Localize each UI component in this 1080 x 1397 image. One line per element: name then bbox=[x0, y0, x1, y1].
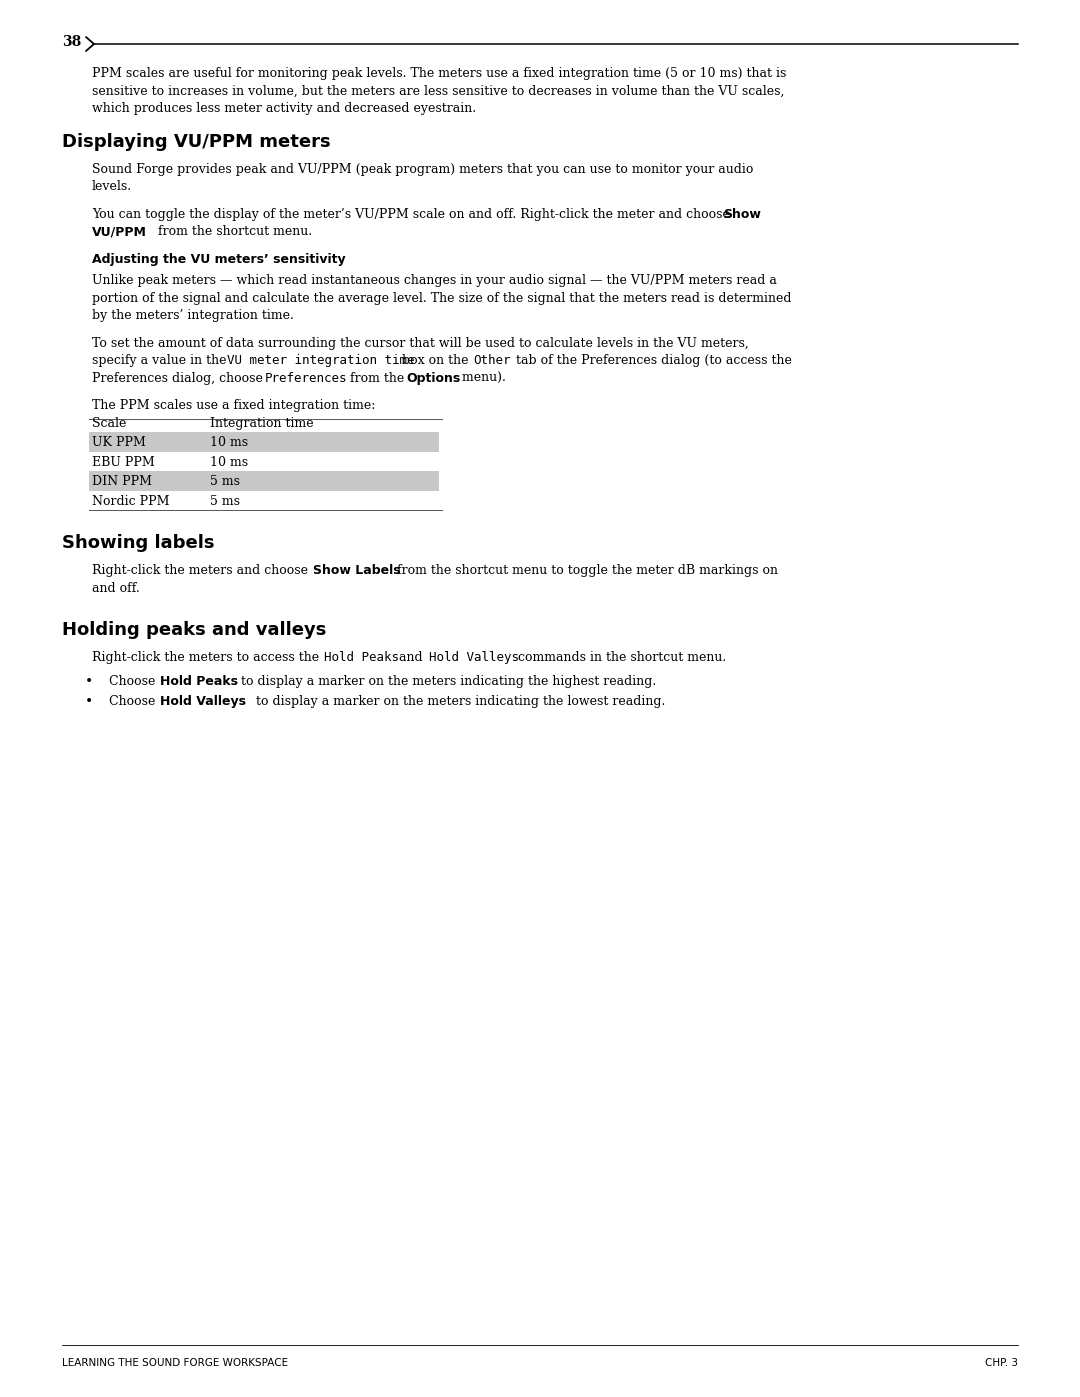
Text: PPM scales are useful for monitoring peak levels. The meters use a fixed integra: PPM scales are useful for monitoring pea… bbox=[92, 67, 786, 80]
Text: Unlike peak meters — which read instantaneous changes in your audio signal — the: Unlike peak meters — which read instanta… bbox=[92, 274, 777, 286]
Text: Right-click the meters and choose: Right-click the meters and choose bbox=[92, 564, 312, 577]
Text: Hold Valleys: Hold Valleys bbox=[429, 651, 519, 664]
Bar bbox=[89, 471, 438, 490]
Text: Show: Show bbox=[723, 208, 761, 221]
Text: VU/PPM: VU/PPM bbox=[92, 225, 147, 237]
Text: LEARNING THE SOUND FORGE WORKSPACE: LEARNING THE SOUND FORGE WORKSPACE bbox=[62, 1358, 288, 1368]
Text: To set the amount of data surrounding the cursor that will be used to calculate : To set the amount of data surrounding th… bbox=[92, 337, 748, 349]
Text: by the meters’ integration time.: by the meters’ integration time. bbox=[92, 309, 294, 321]
Text: portion of the signal and calculate the average level. The size of the signal th: portion of the signal and calculate the … bbox=[92, 292, 792, 305]
Text: 5 ms: 5 ms bbox=[210, 495, 240, 507]
Text: Hold Peaks: Hold Peaks bbox=[324, 651, 399, 664]
Text: You can toggle the display of the meter’s VU/PPM scale on and off. Right-click t: You can toggle the display of the meter’… bbox=[92, 208, 734, 221]
Text: 38: 38 bbox=[62, 35, 81, 49]
Text: to display a marker on the meters indicating the lowest reading.: to display a marker on the meters indica… bbox=[252, 696, 665, 708]
Text: 5 ms: 5 ms bbox=[210, 475, 240, 488]
Text: Nordic PPM: Nordic PPM bbox=[92, 495, 170, 507]
Text: Choose: Choose bbox=[109, 696, 160, 708]
Text: 10 ms: 10 ms bbox=[210, 455, 248, 469]
Text: Preferences dialog, choose: Preferences dialog, choose bbox=[92, 372, 267, 384]
Text: specify a value in the: specify a value in the bbox=[92, 353, 230, 367]
Bar bbox=[89, 432, 438, 451]
Text: from the shortcut menu.: from the shortcut menu. bbox=[154, 225, 312, 237]
Text: levels.: levels. bbox=[92, 180, 132, 193]
Text: Right-click the meters to access the: Right-click the meters to access the bbox=[92, 651, 323, 664]
Text: 10 ms: 10 ms bbox=[210, 436, 248, 450]
Text: tab of the Preferences dialog (to access the: tab of the Preferences dialog (to access… bbox=[513, 353, 793, 367]
Text: commands in the shortcut menu.: commands in the shortcut menu. bbox=[514, 651, 727, 664]
Text: Hold Peaks: Hold Peaks bbox=[161, 675, 239, 687]
Text: Displaying VU/PPM meters: Displaying VU/PPM meters bbox=[62, 133, 330, 151]
Text: Holding peaks and valleys: Holding peaks and valleys bbox=[62, 622, 326, 640]
Text: The PPM scales use a fixed integration time:: The PPM scales use a fixed integration t… bbox=[92, 400, 376, 412]
Text: Choose: Choose bbox=[109, 675, 160, 687]
Text: EBU PPM: EBU PPM bbox=[92, 455, 154, 469]
Text: which produces less meter activity and decreased eyestrain.: which produces less meter activity and d… bbox=[92, 102, 476, 115]
Text: from the shortcut menu to toggle the meter dB markings on: from the shortcut menu to toggle the met… bbox=[393, 564, 778, 577]
Text: Sound Forge provides peak and VU/PPM (peak program) meters that you can use to m: Sound Forge provides peak and VU/PPM (pe… bbox=[92, 162, 754, 176]
Text: Other: Other bbox=[473, 353, 511, 367]
Text: Integration time: Integration time bbox=[210, 416, 313, 430]
Text: Adjusting the VU meters’ sensitivity: Adjusting the VU meters’ sensitivity bbox=[92, 253, 346, 265]
Text: Scale: Scale bbox=[92, 416, 126, 430]
Text: VU meter integration time: VU meter integration time bbox=[227, 353, 415, 367]
Text: sensitive to increases in volume, but the meters are less sensitive to decreases: sensitive to increases in volume, but th… bbox=[92, 84, 784, 98]
Text: menu).: menu). bbox=[458, 372, 505, 384]
Text: UK PPM: UK PPM bbox=[92, 436, 146, 450]
Text: Hold Valleys: Hold Valleys bbox=[161, 696, 246, 708]
Text: Showing labels: Showing labels bbox=[62, 534, 215, 552]
Text: Options: Options bbox=[406, 372, 460, 384]
Text: and: and bbox=[395, 651, 427, 664]
Text: DIN PPM: DIN PPM bbox=[92, 475, 152, 488]
Text: Preferences: Preferences bbox=[265, 372, 347, 384]
Text: •: • bbox=[85, 675, 93, 689]
Text: box on the: box on the bbox=[399, 353, 473, 367]
Text: Show Labels: Show Labels bbox=[313, 564, 401, 577]
Text: to display a marker on the meters indicating the highest reading.: to display a marker on the meters indica… bbox=[237, 675, 657, 687]
Text: CHP. 3: CHP. 3 bbox=[985, 1358, 1018, 1368]
Text: and off.: and off. bbox=[92, 581, 139, 595]
Text: •: • bbox=[85, 696, 93, 710]
Text: from the: from the bbox=[346, 372, 408, 384]
